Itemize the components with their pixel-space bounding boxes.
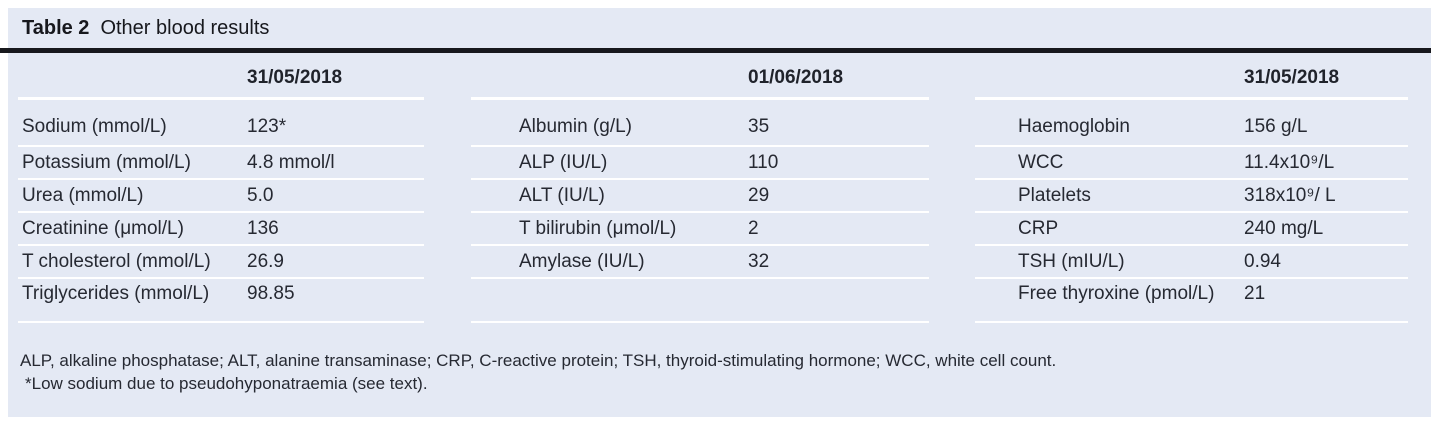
row-label: CRP bbox=[1018, 217, 1059, 239]
row-label: Albumin (g/L) bbox=[519, 116, 632, 137]
row-value: 35 bbox=[748, 116, 770, 137]
row-value: 110 bbox=[748, 151, 779, 173]
date-header-row: 31/05/2018 bbox=[975, 58, 1408, 100]
row-label: Amylase (IU/L) bbox=[519, 250, 645, 272]
row-value: 136 bbox=[247, 217, 279, 239]
table-row: Urea (mmol/L) 5.0 bbox=[18, 180, 424, 213]
table-row: ALP (IU/L) 110 bbox=[471, 147, 929, 180]
row-label: T bilirubin (μmol/L) bbox=[519, 217, 677, 239]
table-row: ALT (IU/L) 29 bbox=[471, 180, 929, 213]
row-label: Creatinine (μmol/L) bbox=[22, 217, 184, 239]
row-label: T cholesterol (mmol/L) bbox=[22, 250, 211, 272]
row-label: Platelets bbox=[1018, 184, 1091, 206]
table-row: WCC 11.4x10⁹/L bbox=[975, 147, 1408, 180]
table-caption: Other blood results bbox=[100, 16, 270, 39]
table-row: Creatinine (μmol/L) 136 bbox=[18, 213, 424, 246]
table-row: Platelets 318x10⁹/ L bbox=[975, 180, 1408, 213]
row-value: 156 g/L bbox=[1244, 116, 1308, 137]
table-title: Table 2 Other blood results bbox=[22, 8, 269, 48]
row-label: TSH (mIU/L) bbox=[1018, 250, 1125, 272]
table-footnotes: ALP, alkaline phosphatase; ALT, alanine … bbox=[20, 349, 1056, 395]
table-row: Free thyroxine (pmol/L) 21 bbox=[975, 279, 1408, 323]
abbreviations-footnote: ALP, alkaline phosphatase; ALT, alanine … bbox=[20, 351, 1057, 370]
table-row-empty bbox=[471, 279, 929, 323]
row-label: Potassium (mmol/L) bbox=[22, 151, 191, 173]
row-label: Urea (mmol/L) bbox=[22, 184, 144, 206]
table-row: Amylase (IU/L) 32 bbox=[471, 246, 929, 279]
table-number: Table 2 bbox=[22, 16, 90, 39]
row-value: 98.85 bbox=[247, 283, 295, 304]
table-row: T cholesterol (mmol/L) 26.9 bbox=[18, 246, 424, 279]
row-value: 29 bbox=[748, 184, 770, 206]
column-group-haematology: 31/05/2018 Haemoglobin 156 g/L WCC 11.4x… bbox=[975, 58, 1408, 323]
row-value: 5.0 bbox=[247, 184, 274, 206]
column-group-liver: 01/06/2018 Albumin (g/L) 35 ALP (IU/L) 1… bbox=[471, 58, 929, 323]
row-label: Triglycerides (mmol/L) bbox=[22, 283, 210, 304]
date-header: 31/05/2018 bbox=[1244, 66, 1340, 88]
table-row: TSH (mIU/L) 0.94 bbox=[975, 246, 1408, 279]
row-label: Haemoglobin bbox=[1018, 116, 1130, 137]
date-header-row: 31/05/2018 bbox=[18, 58, 424, 100]
date-header-row: 01/06/2018 bbox=[471, 58, 929, 100]
row-value: 21 bbox=[1244, 283, 1266, 304]
table-row: Sodium (mmol/L) 123* bbox=[18, 100, 424, 147]
table2-panel: Table 2 Other blood results 31/05/2018 S… bbox=[0, 8, 1431, 417]
row-label: ALT (IU/L) bbox=[519, 184, 605, 206]
date-header: 31/05/2018 bbox=[247, 66, 343, 88]
table-row: Albumin (g/L) 35 bbox=[471, 100, 929, 147]
row-label: Sodium (mmol/L) bbox=[22, 116, 167, 137]
table-row: CRP 240 mg/L bbox=[975, 213, 1408, 246]
row-value: 2 bbox=[748, 217, 759, 239]
row-label: Free thyroxine (pmol/L) bbox=[1018, 283, 1215, 304]
table-row: T bilirubin (μmol/L) 2 bbox=[471, 213, 929, 246]
row-label: ALP (IU/L) bbox=[519, 151, 608, 173]
asterisk-footnote: *Low sodium due to pseudohyponatraemia (… bbox=[25, 374, 428, 393]
column-group-biochemistry: 31/05/2018 Sodium (mmol/L) 123* Potassiu… bbox=[18, 58, 424, 323]
date-header: 01/06/2018 bbox=[748, 66, 844, 88]
row-value: 26.9 bbox=[247, 250, 284, 272]
table-row: Haemoglobin 156 g/L bbox=[975, 100, 1408, 147]
row-value: 0.94 bbox=[1244, 250, 1281, 272]
table-row: Triglycerides (mmol/L) 98.85 bbox=[18, 279, 424, 323]
row-value: 4.8 mmol/l bbox=[247, 151, 335, 173]
title-rule bbox=[0, 48, 1431, 53]
row-value: 240 mg/L bbox=[1244, 217, 1324, 239]
row-value: 11.4x10⁹/L bbox=[1244, 151, 1335, 173]
row-value: 32 bbox=[748, 250, 770, 272]
row-value: 318x10⁹/ L bbox=[1244, 184, 1336, 206]
row-label: WCC bbox=[1018, 151, 1064, 173]
row-value: 123* bbox=[247, 116, 287, 137]
table-row: Potassium (mmol/L) 4.8 mmol/l bbox=[18, 147, 424, 180]
